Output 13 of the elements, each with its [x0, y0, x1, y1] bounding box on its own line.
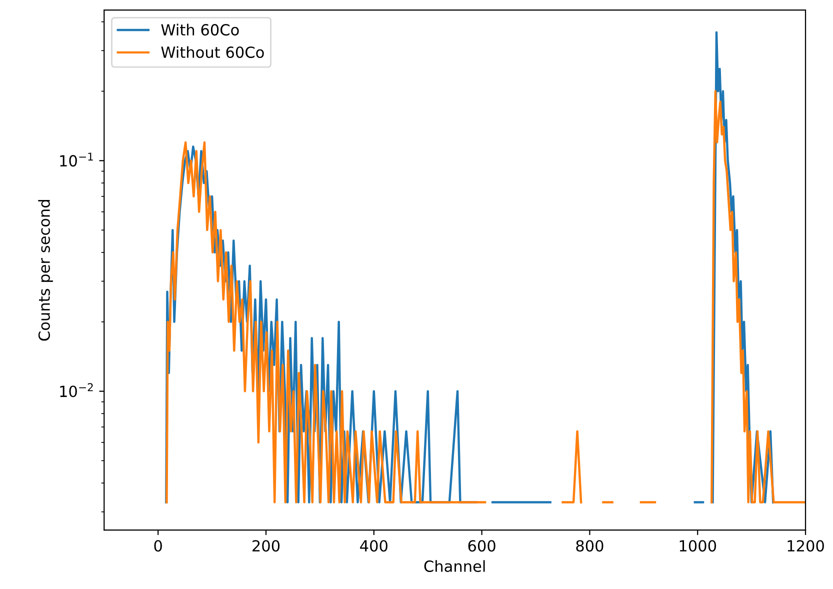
x-tick-label: 400	[360, 540, 388, 552]
x-tick-label: 1000	[680, 540, 716, 552]
y-tick-label: 10$^{−2}$	[60, 383, 93, 398]
x-tick-label: 0	[154, 540, 162, 552]
legend-label: Without 60Co	[161, 46, 264, 58]
x-tick-label: 800	[576, 540, 604, 552]
y-tick-label: 10$^{−1}$	[60, 152, 93, 167]
y-axis-title: Counts per second	[38, 200, 53, 341]
legend-label: With 60Co	[161, 24, 239, 36]
x-tick-label: 600	[468, 540, 496, 552]
x-tick-label: 1200	[788, 540, 824, 552]
x-tick-label: 200	[252, 540, 280, 552]
x-axis-title: Channel	[424, 560, 485, 572]
